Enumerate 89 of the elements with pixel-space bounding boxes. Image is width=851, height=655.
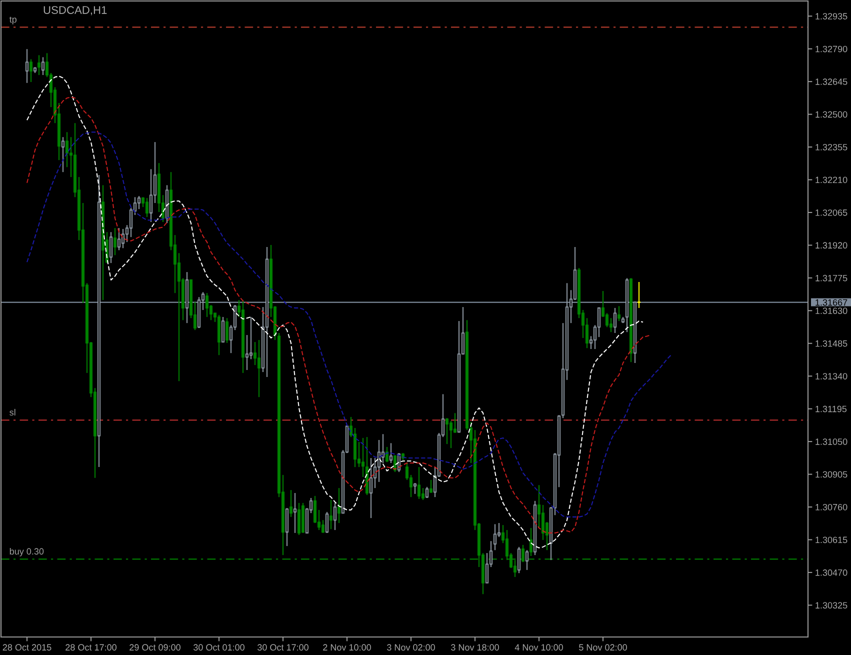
candlestick: [493, 524, 497, 551]
y-tick-label: 1.30325: [816, 602, 848, 609]
candlestick: [253, 342, 257, 366]
candlestick: [109, 232, 113, 264]
y-tick-label: 1.32065: [816, 209, 848, 216]
candlestick: [313, 495, 317, 524]
candlestick: [249, 316, 253, 360]
candlestick: [113, 228, 117, 256]
y-tick-label: 1.31775: [816, 274, 848, 282]
candlestick: [389, 442, 393, 464]
candlestick: [617, 306, 621, 322]
candlestick: [377, 439, 381, 482]
candlestick: [525, 550, 529, 570]
x-tick-label: 2 Nov 10:00: [323, 644, 371, 651]
candlestick: [485, 552, 489, 584]
y-tick-label: 1.30905: [816, 471, 848, 478]
candlestick: [297, 502, 301, 536]
candlestick: [369, 458, 373, 519]
candlestick: [61, 136, 65, 173]
y-tick-label: 1.31630: [816, 308, 848, 314]
y-tick-label: 1.31050: [816, 438, 848, 445]
candlestick: [413, 482, 417, 494]
candlestick: [245, 334, 249, 371]
chart-title: USDCAD,H1: [44, 6, 107, 16]
candlestick: [285, 508, 289, 547]
candlestick: [25, 48, 29, 84]
y-tick-label: 1.31195: [816, 406, 847, 412]
candlestick: [613, 307, 617, 334]
candlestick: [65, 132, 69, 168]
candlestick: [429, 479, 433, 494]
candlestick: [541, 504, 545, 540]
y-tick-label: 1.30470: [816, 569, 848, 576]
x-tick-label: 4 Nov 10:00: [514, 644, 563, 651]
candlestick: [453, 412, 457, 434]
candlestick: [117, 228, 121, 251]
y-tick-label: 1.32790: [816, 46, 848, 52]
candlestick: [41, 56, 45, 76]
candlestick: [449, 420, 453, 449]
x-tick-label: 3 Nov 02:00: [387, 644, 435, 651]
candlestick: [321, 520, 325, 534]
x-tick-label: 5 Nov 02:00: [579, 644, 627, 651]
candlestick: [137, 195, 141, 210]
ref-line-label: 1.31667: [816, 299, 848, 306]
y-tick-label: 1.32645: [816, 78, 848, 85]
y-tick-label: 1.31340: [816, 373, 848, 380]
y-tick-label: 1.30615: [816, 536, 848, 544]
candlestick: [445, 418, 449, 445]
candlestick: [417, 466, 421, 500]
candlestick: [121, 228, 125, 249]
candlestick: [225, 318, 229, 344]
ref-line-label: sl: [10, 408, 16, 416]
candlestick: [529, 527, 533, 556]
x-tick-label: 30 Oct 17:00: [258, 644, 308, 651]
y-tick-label: 1.32355: [816, 144, 848, 150]
candlestick: [37, 54, 41, 76]
candlestick: [205, 292, 209, 318]
y-tick-label: 1.30760: [816, 504, 848, 510]
candlestick: [609, 318, 613, 333]
y-tick-label: 1.31920: [816, 242, 848, 249]
x-tick-label: 28 Oct 17:00: [66, 644, 116, 651]
candlestick: [329, 499, 333, 530]
candlestick: [425, 486, 429, 498]
candlestick: [637, 281, 641, 308]
ref-line-label: tp: [9, 16, 16, 24]
candlestick: [421, 488, 425, 501]
x-tick-label: 28 Oct 2015: [2, 644, 52, 651]
candlestick: [149, 168, 153, 222]
ref-line-label: buy 0.30: [10, 548, 44, 556]
candlestick: [29, 58, 33, 83]
candlestick: [385, 446, 389, 463]
candlestick: [325, 511, 329, 534]
candlestick: [221, 316, 225, 343]
candlestick: [145, 198, 149, 218]
candlestick: [337, 488, 341, 524]
candlestick: [257, 339, 261, 398]
candlestick: [333, 502, 337, 531]
x-tick-label: 3 Nov 18:00: [451, 644, 499, 651]
x-tick-label: 29 Oct 09:00: [130, 644, 180, 651]
candlestick: [597, 307, 601, 338]
y-tick-label: 1.31485: [816, 340, 848, 347]
y-tick-label: 1.32935: [816, 13, 848, 20]
candlestick: [517, 546, 521, 574]
y-tick-label: 1.32210: [816, 176, 848, 184]
y-tick-label: 1.32500: [816, 111, 848, 118]
candlestick: [381, 434, 385, 464]
x-tick-label: 30 Oct 01:00: [194, 644, 244, 651]
candlestick: [289, 490, 293, 518]
candlestick: [293, 492, 297, 534]
candlestick: [361, 437, 365, 478]
